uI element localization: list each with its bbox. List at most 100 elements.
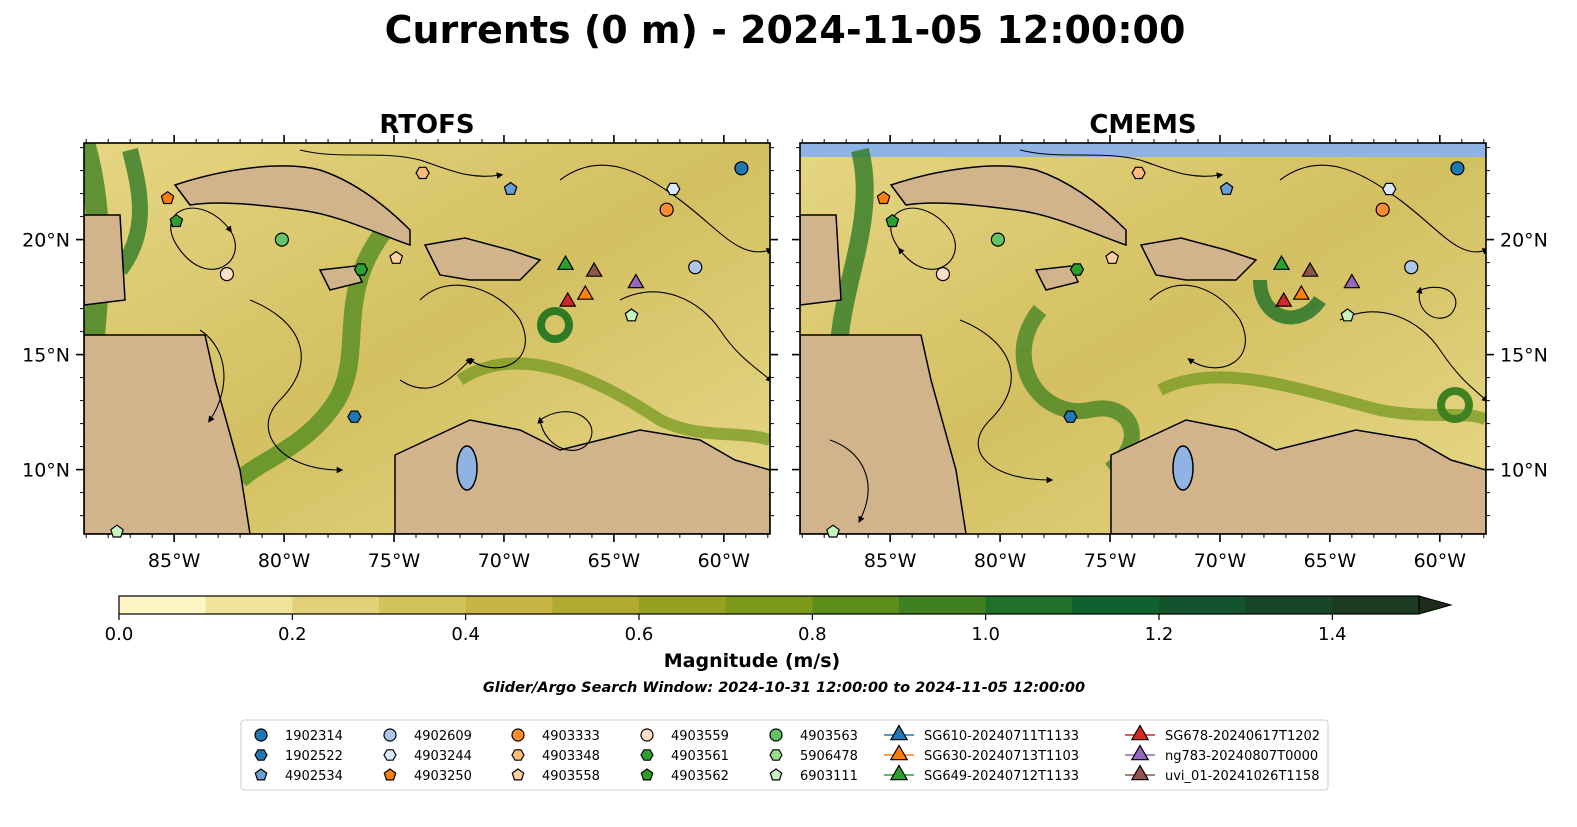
frame-cmems	[799, 142, 1487, 535]
y-tick-label: 15°N	[22, 345, 70, 367]
legend-label: 4903244	[414, 749, 472, 764]
x-tick-label: 60°W	[698, 550, 751, 572]
data-marker-4902609	[688, 260, 703, 275]
legend-label: SG678-20240617T1202	[1165, 729, 1320, 744]
legend-item: 4903250	[383, 768, 472, 784]
data-marker-4903561	[353, 263, 369, 276]
legend-marker	[383, 768, 397, 781]
data-marker-4903558	[1105, 250, 1120, 264]
legend-item: 4903563	[769, 728, 858, 744]
data-marker-4903244	[666, 182, 681, 196]
legend-marker	[889, 744, 909, 761]
map-cmems	[800, 143, 1486, 534]
masked-band	[800, 143, 1486, 157]
legend-item: 4903348	[511, 749, 600, 764]
colorbar-tick-label: 0.4	[451, 624, 480, 645]
legend-label: 4903563	[800, 729, 858, 744]
legend-label: 1902314	[285, 729, 343, 744]
lake-maracaibo	[1172, 445, 1194, 491]
figure-title: Currents (0 m) - 2024-11-05 12:00:00	[385, 8, 1186, 52]
land-south-america	[394, 419, 770, 534]
colorbar-cell	[1072, 596, 1160, 614]
y-tick-label: 10°N	[1500, 460, 1548, 482]
legend-marker	[769, 728, 783, 742]
legend-item: 4903333	[511, 728, 600, 744]
colorbar-cell	[552, 596, 640, 614]
colorbar-cell	[119, 596, 207, 614]
land-hispaniola	[423, 237, 542, 281]
panel-rtofs: RTOFS	[22, 110, 778, 572]
legend-marker	[254, 728, 268, 742]
legend-marker	[889, 724, 909, 741]
data-marker-4903563	[274, 232, 289, 247]
land-central-america	[84, 334, 251, 534]
legend-item: 5906478	[769, 749, 858, 764]
legend-marker	[640, 728, 654, 742]
legend-label: 6903111	[800, 769, 858, 784]
data-marker-4902609	[1404, 260, 1419, 275]
streamlines	[829, 149, 1486, 523]
legend-item: 4903559	[640, 728, 729, 744]
eddy	[1437, 387, 1473, 423]
x-tick-label: 85°W	[864, 550, 917, 572]
legend-marker	[511, 768, 525, 781]
legend-item: SG630-20240713T1103	[884, 744, 1079, 764]
colorbar-tick-label: 0.6	[625, 624, 654, 645]
data-marker-1902314	[734, 161, 749, 176]
colorbar: 0.0 0.2 0.4 0.6 0.8 1.0 1.2 1.4 Magnitude (m/s)	[105, 595, 1453, 672]
data-marker-SG678-20240617T1202	[1275, 291, 1293, 307]
colorbar-ticks: 0.0 0.2 0.4 0.6 0.8 1.0 1.2 1.4	[105, 614, 1347, 645]
colorbar-tick-label: 0.2	[278, 624, 307, 645]
colorbar-frame	[118, 595, 1420, 615]
legend-label: 4903561	[671, 749, 729, 764]
data-marker-4903562	[169, 213, 184, 228]
colorbar-tick-label: 1.2	[1145, 624, 1174, 645]
legend-marker	[511, 728, 525, 742]
colorbar-cell	[899, 596, 987, 614]
y-tick-label: 15°N	[1500, 345, 1548, 367]
legend-marker	[640, 749, 654, 761]
legend-marker	[1130, 764, 1150, 781]
legend-marker	[383, 728, 397, 742]
data-marker-SG630-20240713T1103	[1292, 284, 1310, 300]
x-tick-label: 60°W	[1414, 550, 1467, 572]
land-hispaniola	[1139, 237, 1258, 281]
current-jet	[456, 357, 770, 446]
x-tick-label: 75°W	[1084, 550, 1137, 572]
legend-item: 1902522	[254, 749, 343, 764]
data-marker-4903250	[160, 190, 175, 205]
data-marker-4903348	[1131, 166, 1146, 180]
data-marker-1902522	[347, 410, 362, 423]
colorbar-cell	[639, 596, 727, 614]
colorbar-cell	[985, 596, 1073, 614]
legend-marker	[254, 749, 268, 761]
y-tick-label: 10°N	[22, 460, 70, 482]
legend-label: 4903559	[671, 729, 729, 744]
legend-label: 5906478	[800, 749, 858, 764]
legend-label: SG630-20240713T1103	[924, 749, 1079, 764]
data-marker-4903244	[1382, 182, 1397, 196]
legend-label: 4903348	[542, 749, 600, 764]
x-tick-label: 75°W	[368, 550, 421, 572]
ticks-rtofs: 85°W 80°W 75°W 70°W 65°W 60°W 10°N 15°N 20°N	[22, 135, 778, 572]
lake-maracaibo	[456, 445, 478, 491]
colorbar-cell	[1245, 596, 1333, 614]
markers-rtofs	[110, 161, 749, 538]
legend-label: 4902609	[414, 729, 472, 744]
land-south-america	[1110, 419, 1486, 534]
legend-item: SG678-20240617T1202	[1125, 724, 1320, 744]
land-central-america	[800, 334, 967, 534]
legend-label: 4903558	[542, 769, 600, 784]
legend-item: 4902534	[254, 768, 343, 784]
land-yucatan	[84, 214, 126, 306]
legend-marker	[889, 764, 909, 781]
data-marker-ng783-20240807T0000	[627, 273, 645, 289]
legend-label: 4903333	[542, 729, 600, 744]
legend-marker	[1130, 744, 1150, 761]
data-marker-6903111	[110, 524, 124, 538]
y-tick-label: 20°N	[1500, 230, 1548, 252]
current-jet	[113, 148, 148, 275]
colorbar-extend-arrow	[1418, 595, 1453, 615]
legend-label: SG649-20240712T1133	[924, 769, 1079, 784]
x-tick-label: 65°W	[588, 550, 641, 572]
